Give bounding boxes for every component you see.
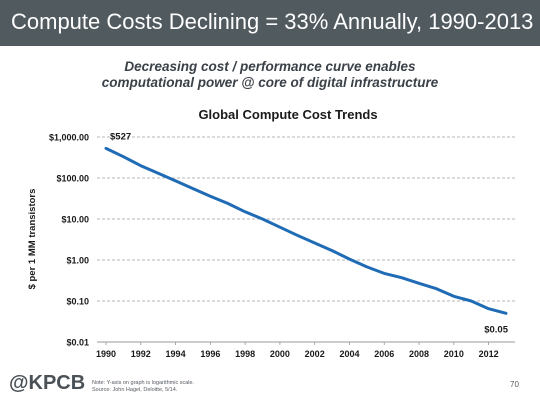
y-tick-labels: $1,000.00 $100.00 $10.00 $1.00 $0.10 $0.01 bbox=[49, 133, 89, 348]
slide-title: Compute Costs Declining = 33% Annually, … bbox=[11, 9, 534, 34]
x-tick-label: 2000 bbox=[270, 349, 290, 359]
y-tick-label: $0.01 bbox=[66, 338, 89, 348]
x-tick-label: 2010 bbox=[444, 349, 464, 359]
x-tick-label: 2008 bbox=[409, 349, 429, 359]
y-tick-label: $100.00 bbox=[56, 174, 89, 184]
x-tick-label: 2004 bbox=[339, 349, 359, 359]
y-tick-label: $0.10 bbox=[66, 297, 89, 307]
y-axis-label: $ per 1 MM transistors bbox=[27, 189, 38, 290]
x-tick-label: 1990 bbox=[96, 349, 116, 359]
x-tick-label: 2002 bbox=[305, 349, 325, 359]
annotations: $527 $0.05 bbox=[110, 131, 509, 335]
chart-title: Global Compute Cost Trends bbox=[198, 107, 377, 122]
x-tick-label: 2006 bbox=[374, 349, 394, 359]
x-tick-label: 1994 bbox=[166, 349, 186, 359]
y-tick-label: $1,000.00 bbox=[49, 133, 89, 143]
series-layer bbox=[104, 146, 508, 315]
x-tick-labels: 1990 1992 1994 1996 1998 2000 2002 2004 2006 2008… bbox=[96, 349, 499, 359]
footnote-source: Source: John Hagel, Deloitte, 5/14. bbox=[92, 387, 178, 393]
x-tick-label: 2012 bbox=[479, 349, 499, 359]
cost-trend-line bbox=[104, 146, 508, 315]
annotation-end-value: $0.05 bbox=[484, 324, 508, 335]
subtitle-line-2: computational power @ core of digital in… bbox=[101, 75, 439, 90]
x-tick-label: 1992 bbox=[131, 349, 151, 359]
y-tick-label: $10.00 bbox=[61, 215, 89, 225]
annotation-start-value: $527 bbox=[110, 131, 131, 142]
footnote-scale: Note: Y-axis on graph is logarithmic sca… bbox=[92, 380, 195, 386]
subtitle-line-1: Decreasing cost / performance curve enab… bbox=[124, 59, 416, 74]
page-number: 70 bbox=[510, 380, 519, 389]
slide-header: Compute Costs Declining = 33% Annually, … bbox=[0, 0, 540, 46]
grid-lines bbox=[97, 136, 515, 345]
kpcb-logo: @KPCB bbox=[9, 372, 86, 394]
y-tick-label: $1.00 bbox=[66, 256, 89, 266]
x-tick-label: 1998 bbox=[235, 349, 255, 359]
x-tick-label: 1996 bbox=[200, 349, 220, 359]
